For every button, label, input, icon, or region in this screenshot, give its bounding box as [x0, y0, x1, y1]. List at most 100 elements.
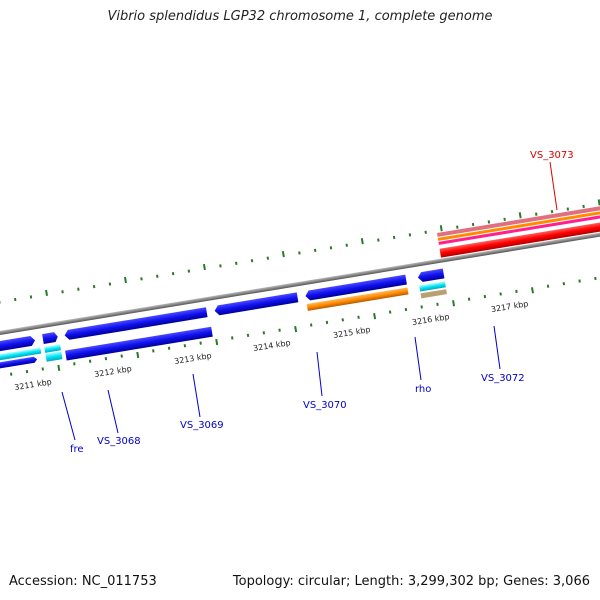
callout-line: [493, 325, 501, 370]
cds-arrow[interactable]: [417, 268, 445, 283]
cds-arrow[interactable]: [64, 307, 208, 340]
rna-feature[interactable]: [438, 212, 600, 245]
callout-line: [414, 336, 422, 381]
major-tick: [215, 338, 219, 346]
callout-line: [107, 389, 119, 434]
major-tick: [45, 289, 48, 296]
minor-tick: [388, 310, 392, 314]
tick-row-top: [0, 199, 600, 304]
cds-arrow[interactable]: [305, 274, 407, 301]
minor-tick: [41, 367, 44, 371]
minor-tick: [9, 372, 13, 376]
minor-tick: [167, 346, 171, 350]
minor-tick: [408, 233, 412, 237]
minor-tick: [499, 292, 502, 296]
minor-tick: [550, 209, 554, 214]
minor-tick: [420, 305, 423, 309]
major-tick: [136, 351, 140, 359]
kbp-label: 3215 kbp: [332, 325, 371, 340]
minor-tick: [298, 251, 301, 255]
genome-stats-text: Topology: circular; Length: 3,299,302 bp…: [232, 574, 590, 589]
callout-line: [192, 373, 201, 418]
rho-feature[interactable]: [306, 287, 409, 311]
minor-tick: [404, 307, 408, 312]
kbp-label: 3216 kbp: [411, 312, 450, 327]
tick-row-bottom: [9, 276, 597, 376]
cds-arrow[interactable]: [214, 292, 299, 316]
cds-block[interactable]: [65, 326, 213, 361]
minor-tick: [471, 222, 475, 227]
cds-arrow[interactable]: [45, 351, 63, 362]
rna-feature[interactable]: [437, 208, 600, 241]
minor-tick: [25, 369, 29, 374]
major-tick: [123, 276, 127, 284]
cds-arrow[interactable]: [42, 332, 58, 344]
minor-tick: [183, 344, 187, 348]
minor-tick: [13, 297, 17, 302]
minor-tick: [152, 349, 155, 353]
kbp-label: 3211 kbp: [14, 377, 53, 392]
gene-label-vs3072[interactable]: VS_3072: [481, 373, 525, 384]
callout-line: [549, 161, 558, 211]
minor-tick: [562, 282, 566, 286]
minor-tick: [92, 284, 96, 289]
gene-label-rho[interactable]: rho: [415, 384, 431, 395]
kbp-label: 3213 kbp: [174, 351, 213, 366]
map-title: Vibrio splendidus LGP32 chromosome 1, co…: [107, 9, 493, 24]
chromosome-backbone: [0, 224, 600, 345]
major-tick: [373, 313, 377, 320]
minor-tick: [467, 297, 471, 301]
gene-feature[interactable]: [44, 344, 61, 353]
gene-label-vs3069[interactable]: VS_3069: [180, 420, 224, 431]
gene-feature[interactable]: [419, 281, 446, 292]
gene-label-vs3070[interactable]: VS_3070: [303, 400, 347, 411]
minor-tick: [325, 320, 329, 325]
minor-tick: [483, 294, 487, 299]
misc-feature[interactable]: [420, 289, 447, 299]
major-tick: [439, 225, 443, 232]
major-tick: [294, 325, 298, 333]
minor-tick: [582, 204, 585, 209]
minor-tick: [546, 284, 550, 288]
minor-tick: [278, 328, 281, 332]
minor-tick: [73, 362, 76, 366]
minor-tick: [424, 230, 427, 234]
minor-tick: [515, 289, 518, 294]
rna-feature[interactable]: [439, 219, 600, 258]
minor-tick: [156, 274, 159, 278]
gene-label-vs3073[interactable]: VS_3073: [530, 150, 574, 161]
callout-line: [61, 391, 76, 441]
minor-tick: [329, 246, 333, 250]
minor-tick: [231, 336, 234, 340]
minor-tick: [104, 356, 108, 361]
gene-label-fre[interactable]: fre: [70, 444, 84, 455]
major-tick: [360, 238, 364, 245]
minor-tick: [578, 279, 581, 283]
rna-feature[interactable]: [436, 203, 600, 237]
minor-tick: [377, 238, 380, 242]
major-tick: [452, 300, 456, 307]
minor-tick: [309, 323, 313, 327]
major-tick: [57, 364, 61, 371]
major-tick: [281, 250, 285, 258]
gene-label-vs3068[interactable]: VS_3068: [97, 436, 141, 447]
minor-tick: [436, 302, 439, 306]
major-tick: [518, 212, 522, 219]
gene-feature[interactable]: [0, 347, 42, 363]
gene-callouts: [61, 161, 558, 441]
minor-tick: [392, 235, 396, 240]
minor-tick: [120, 354, 123, 358]
minor-tick: [313, 248, 317, 253]
minor-tick: [594, 276, 597, 281]
minor-tick: [250, 259, 254, 263]
minor-tick: [140, 277, 143, 281]
minor-tick: [341, 318, 344, 322]
minor-tick: [61, 290, 64, 294]
minor-tick: [456, 225, 459, 229]
cds-arrow[interactable]: [0, 335, 36, 354]
cds-arrow[interactable]: [0, 356, 38, 371]
minor-tick: [357, 315, 360, 319]
kbp-label: 3217 kbp: [490, 299, 529, 314]
minor-tick: [262, 331, 266, 335]
